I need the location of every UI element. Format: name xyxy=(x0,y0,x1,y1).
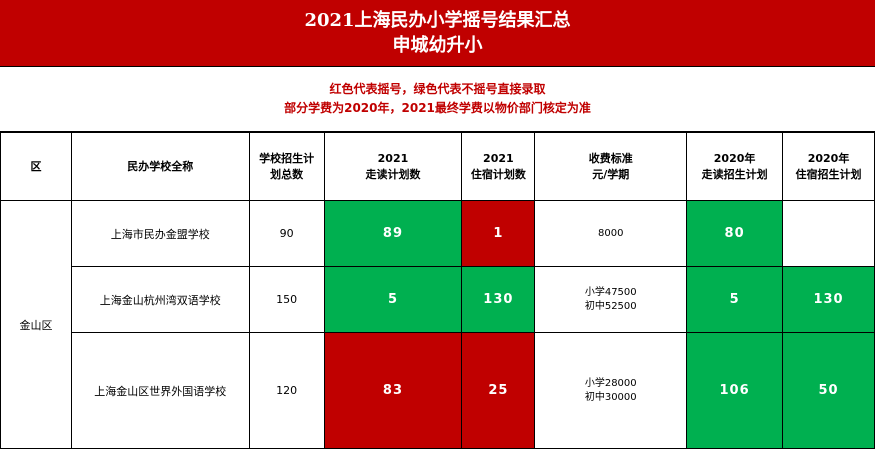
header-total-plan: 学校招生计 划总数 xyxy=(248,132,325,201)
header-day-2020: 2020年 走读招生计划 xyxy=(686,132,784,201)
title-band: 2021上海民办小学摇号结果汇总 申城幼升小 xyxy=(0,0,875,67)
fee-cell: 小学47500 初中52500 xyxy=(534,266,688,333)
table-row: 金山区 上海市民办金盟学校 90 89 1 8000 80 xyxy=(0,200,875,449)
header-day-2021: 2021 走读计划数 xyxy=(323,132,463,201)
header-district: 区 xyxy=(0,132,72,201)
fee-note: 部分学费为2020年，2021最终学费以物价部门核定为准 xyxy=(284,101,591,115)
boarding-2020-cell: 50 xyxy=(782,332,875,449)
total-plan-cell: 120 xyxy=(248,332,325,449)
day-2020-cell: 106 xyxy=(686,332,784,449)
table-row: 上海金山杭州湾双语学校 150 5 130 小学47500 初中52500 5 … xyxy=(1,266,875,333)
legend-notes: 红色代表摇号，绿色代表不摇号直接录取 部分学费为2020年，2021最终学费以物… xyxy=(0,67,875,132)
day-2020-cell: 5 xyxy=(686,266,784,333)
table-row: 上海金山区世界外国语学校 120 83 25 小学28000 初中30000 1… xyxy=(1,332,875,449)
header-school-name: 民办学校全称 xyxy=(70,132,250,201)
header-row: 区 民办学校全称 学校招生计 划总数 2021 走读计划数 2021 住宿计划数… xyxy=(0,132,875,201)
results-table: 区 民办学校全称 学校招生计 划总数 2021 走读计划数 2021 住宿计划数… xyxy=(0,132,875,449)
day-2021-cell: 5 xyxy=(323,266,463,333)
total-plan-cell: 150 xyxy=(248,266,325,333)
page-subtitle: 申城幼升小 xyxy=(392,35,483,56)
boarding-2021-cell: 130 xyxy=(461,266,536,333)
boarding-2020-cell xyxy=(782,200,875,267)
district-cell: 金山区 xyxy=(0,200,72,449)
total-plan-cell: 90 xyxy=(248,200,325,267)
day-2021-cell: 83 xyxy=(323,332,463,449)
header-boarding-2020: 2020年 住宿招生计划 xyxy=(782,132,875,201)
day-2020-cell: 80 xyxy=(686,200,784,267)
fee-cell: 小学28000 初中30000 xyxy=(534,332,688,449)
header-fee: 收费标准 元/学期 xyxy=(534,132,688,201)
color-legend-note: 红色代表摇号，绿色代表不摇号直接录取 xyxy=(329,82,546,96)
boarding-2021-cell: 1 xyxy=(461,200,536,267)
fee-cell: 8000 xyxy=(534,200,688,267)
boarding-2020-cell: 130 xyxy=(782,266,875,333)
school-name-cell: 上海市民办金盟学校 xyxy=(70,200,250,267)
boarding-2021-cell: 25 xyxy=(461,332,536,449)
school-name-cell: 上海金山区世界外国语学校 xyxy=(70,332,250,449)
school-name-cell: 上海金山杭州湾双语学校 xyxy=(70,266,250,333)
day-2021-cell: 89 xyxy=(323,200,463,267)
page-title: 2021上海民办小学摇号结果汇总 xyxy=(304,10,571,31)
header-boarding-2021: 2021 住宿计划数 xyxy=(461,132,536,201)
